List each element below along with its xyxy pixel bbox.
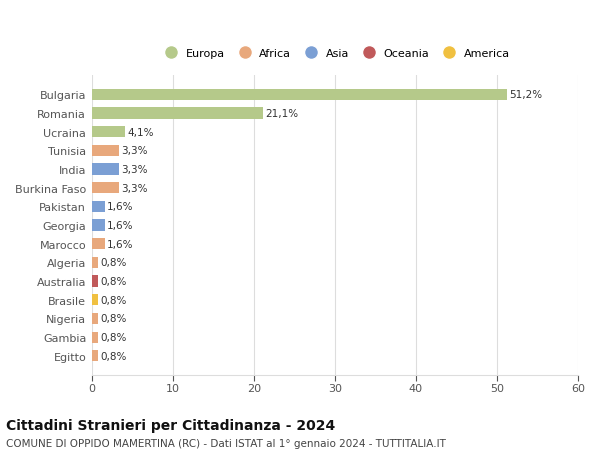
Bar — [92, 295, 98, 306]
Text: 4,1%: 4,1% — [127, 127, 154, 137]
Text: 0,8%: 0,8% — [101, 276, 127, 286]
Bar — [92, 127, 125, 138]
Bar — [92, 146, 119, 157]
Bar — [92, 108, 263, 119]
Text: 0,8%: 0,8% — [101, 258, 127, 268]
Bar — [92, 164, 119, 175]
Bar — [92, 257, 98, 269]
Legend: Europa, Africa, Asia, Oceania, America: Europa, Africa, Asia, Oceania, America — [160, 49, 510, 58]
Text: 1,6%: 1,6% — [107, 239, 134, 249]
Text: 3,3%: 3,3% — [121, 146, 148, 156]
Bar — [92, 239, 105, 250]
Bar — [92, 183, 119, 194]
Text: COMUNE DI OPPIDO MAMERTINA (RC) - Dati ISTAT al 1° gennaio 2024 - TUTTITALIA.IT: COMUNE DI OPPIDO MAMERTINA (RC) - Dati I… — [6, 438, 446, 448]
Text: 0,8%: 0,8% — [101, 314, 127, 324]
Text: Cittadini Stranieri per Cittadinanza - 2024: Cittadini Stranieri per Cittadinanza - 2… — [6, 418, 335, 431]
Text: 0,8%: 0,8% — [101, 295, 127, 305]
Text: 0,8%: 0,8% — [101, 351, 127, 361]
Text: 3,3%: 3,3% — [121, 183, 148, 193]
Text: 1,6%: 1,6% — [107, 202, 134, 212]
Bar — [92, 313, 98, 325]
Text: 1,6%: 1,6% — [107, 221, 134, 230]
Bar — [92, 276, 98, 287]
Bar — [92, 351, 98, 362]
Bar — [92, 220, 105, 231]
Text: 51,2%: 51,2% — [509, 90, 542, 100]
Text: 21,1%: 21,1% — [265, 109, 298, 119]
Bar — [92, 90, 506, 101]
Text: 3,3%: 3,3% — [121, 165, 148, 174]
Bar — [92, 202, 105, 213]
Bar — [92, 332, 98, 343]
Text: 0,8%: 0,8% — [101, 332, 127, 342]
